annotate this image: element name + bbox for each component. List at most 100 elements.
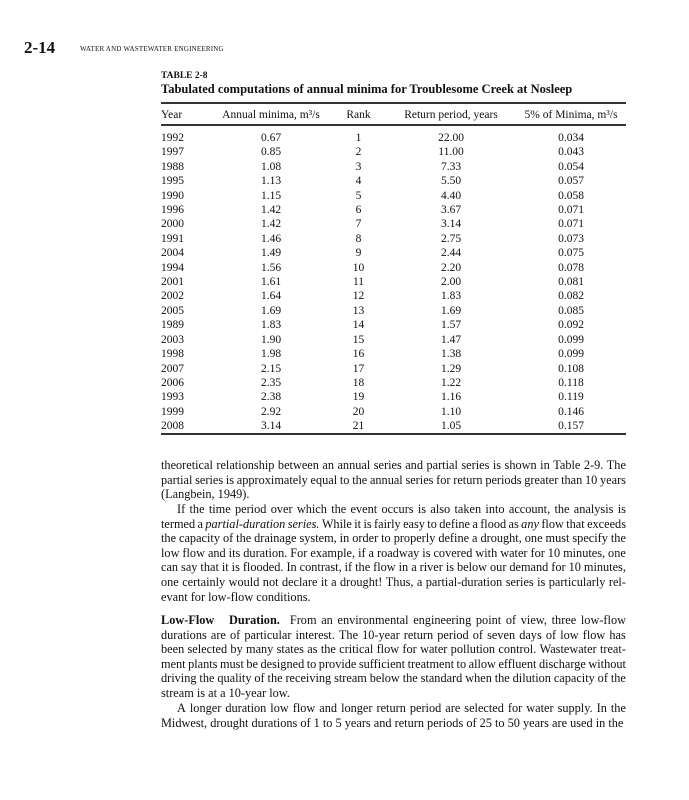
text-segment: In [286, 560, 297, 575]
text-segment: contrast, [299, 560, 342, 575]
word: for [551, 560, 565, 575]
word: water [500, 546, 527, 561]
word: the [352, 473, 367, 488]
word: control. [498, 642, 536, 657]
word: be [246, 657, 258, 672]
table-cell: 2.75 [440, 232, 462, 245]
text-segment: flow [182, 545, 205, 560]
text-segment: an [321, 613, 333, 627]
word: return [453, 473, 482, 488]
word: shown [505, 458, 537, 473]
text-segment: flood [480, 516, 507, 531]
text-line: evant for low-flow conditions. [161, 590, 626, 605]
table-row: 1993 2.38 19 1.16 0.119 [161, 390, 626, 404]
table-cell: 1.13 [260, 175, 282, 188]
text-segment: drought, [480, 531, 522, 546]
word: partial [161, 473, 192, 488]
table-row: 1999 2.92 20 1.10 0.146 [161, 405, 626, 419]
word: the [403, 671, 418, 686]
table-cell: 0.118 [558, 376, 584, 389]
word: termed [161, 517, 195, 532]
word: not [263, 575, 279, 590]
text-segment: of [222, 531, 234, 546]
text-segment: to [456, 656, 467, 671]
table-cell: 1.47 [440, 333, 462, 346]
word: flooded. [243, 560, 284, 575]
text-segment: a [411, 560, 417, 575]
text-segment: account, [508, 502, 551, 516]
word: into [485, 502, 504, 517]
text-segment: termed [161, 516, 196, 531]
word: series. [288, 517, 320, 532]
text-segment: flow [292, 701, 316, 715]
text-segment: control. [498, 642, 537, 657]
text-segment: of [472, 627, 484, 642]
word: of [230, 628, 240, 643]
table-cell: 1.98 [260, 348, 282, 361]
text-segment: one [524, 531, 543, 546]
text-segment: series [405, 472, 434, 487]
text-segment: supply. [557, 701, 593, 715]
text-segment: a [331, 574, 337, 589]
text-segment: it [320, 574, 328, 589]
text-segment: of [254, 671, 265, 686]
text-segment: by [230, 642, 243, 657]
table-row: 1995 1.13 4 5.50 0.057 [161, 174, 626, 188]
text-segment: series [373, 458, 402, 472]
text-segment: low-flow [580, 613, 626, 627]
text-segment: that [200, 560, 219, 575]
text-segment: it [221, 560, 229, 575]
word: covered [433, 546, 472, 561]
word: Wastewater [540, 642, 597, 657]
word: a [411, 560, 416, 575]
table-cell: 1.42 [260, 204, 282, 217]
table-cell: 0.071 [558, 204, 584, 217]
table-cell: 19 [352, 391, 365, 404]
word: years [600, 473, 626, 488]
table-cell: 0.157 [558, 420, 584, 433]
text-segment: the [402, 671, 418, 686]
word: days [519, 628, 542, 643]
word: for [402, 642, 416, 657]
text-segment: are [445, 701, 461, 715]
text-segment: below [456, 560, 488, 575]
text-segment: has [609, 627, 626, 642]
text-segment: a [472, 516, 478, 531]
table-cell: 18 [352, 376, 365, 389]
table-row: 2001 1.61 11 2.00 0.081 [161, 275, 626, 289]
table-cell: 11.00 [438, 146, 464, 159]
word: seven [487, 628, 515, 643]
text-segment: certainly [182, 574, 226, 589]
text-segment: Thus, [385, 574, 414, 589]
word: low [560, 628, 578, 643]
table-header-rule [161, 124, 626, 126]
table-cell: 2003 [161, 333, 184, 346]
table-cell: 21 [352, 420, 365, 433]
table-cell: 11 [352, 276, 365, 289]
word: is [446, 560, 454, 575]
text-segment: series [505, 574, 534, 589]
text-segment: The [606, 458, 626, 472]
running-head: WATER AND WASTEWATER ENGINEERING [80, 45, 224, 53]
text-segment: flow [376, 642, 400, 657]
word: For [290, 546, 307, 561]
text-segment: duration [225, 701, 267, 715]
word: to [307, 657, 317, 672]
word: In [597, 701, 607, 716]
table-row: 2003 1.90 15 1.47 0.099 [161, 333, 626, 347]
word: water [526, 701, 553, 716]
text-segment: stream [334, 671, 367, 686]
text-segment: into [485, 502, 505, 516]
text-segment: water [500, 545, 528, 560]
table-cell: 1.08 [260, 160, 282, 173]
word: one [525, 531, 543, 546]
table-row: 2006 2.35 18 1.22 0.118 [161, 376, 626, 390]
word: series [405, 473, 433, 488]
text-segment: analysis [573, 502, 614, 516]
table-cell: 7 [355, 218, 362, 231]
text-line: Low-Flow Duration. From an environmental engi… [161, 613, 626, 628]
table-cell: 2.44 [440, 247, 462, 260]
word: is [537, 575, 545, 590]
table-cell: 2001 [161, 276, 184, 289]
text-segment: dilution [512, 671, 551, 686]
